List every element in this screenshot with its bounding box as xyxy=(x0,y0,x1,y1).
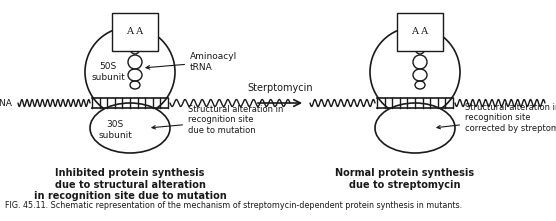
Text: 30S
subunit: 30S subunit xyxy=(98,120,132,140)
Text: A A: A A xyxy=(411,27,429,36)
Text: mRNA: mRNA xyxy=(0,99,12,107)
Text: Aminoacyl
tRNA: Aminoacyl tRNA xyxy=(146,52,237,72)
Text: Sterptomycin: Sterptomycin xyxy=(247,83,313,93)
Text: Normal protein synthesis
due to streptomycin: Normal protein synthesis due to streptom… xyxy=(335,168,475,190)
Text: Structural alteration in
recognition site
due to mutation: Structural alteration in recognition sit… xyxy=(152,105,284,135)
Text: A A: A A xyxy=(126,27,143,36)
Text: FIG. 45.11. Schematic representation of the mechanism of streptomycin-dependent : FIG. 45.11. Schematic representation of … xyxy=(5,201,462,210)
Text: Structural alteration in
recognition site
corrected by streptomycin: Structural alteration in recognition sit… xyxy=(437,103,556,133)
Ellipse shape xyxy=(85,27,175,117)
Text: Inhibited protein synthesis
due to structural alteration
in recognition site due: Inhibited protein synthesis due to struc… xyxy=(33,168,226,201)
Ellipse shape xyxy=(375,103,455,153)
Text: 50S
subunit: 50S subunit xyxy=(91,62,125,82)
Ellipse shape xyxy=(90,103,170,153)
Ellipse shape xyxy=(370,27,460,117)
